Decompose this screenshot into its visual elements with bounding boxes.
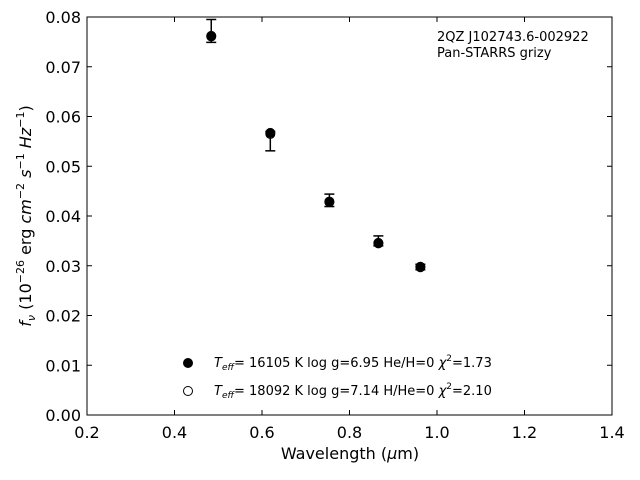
y-axis-label: fν (10−26 erg cm−2 s−1 Hz−1) bbox=[14, 105, 38, 326]
legend-entry-2: Teff= 18092 K log g=7.14 H/He=0 χ2=2.10 bbox=[214, 382, 492, 401]
x-tick-label: 0.8 bbox=[337, 423, 362, 442]
y-tick-label: 0.07 bbox=[45, 58, 81, 77]
data-point-filled bbox=[373, 237, 384, 248]
data-point-filled bbox=[415, 261, 426, 272]
x-tick-label: 1.2 bbox=[512, 423, 537, 442]
x-axis-label: Wavelength (μm) bbox=[281, 444, 419, 463]
legend-marker-open bbox=[183, 386, 193, 396]
legend: Teff= 16105 K log g=6.95 He/H=0 χ2=1.73 … bbox=[183, 354, 492, 401]
x-tick-label: 0.4 bbox=[162, 423, 187, 442]
y-tick-label: 0.08 bbox=[45, 8, 81, 27]
x-tick-label: 1.4 bbox=[599, 423, 624, 442]
data-point-filled bbox=[265, 127, 276, 138]
y-tick-label: 0.02 bbox=[45, 307, 81, 326]
y-tick-label: 0.03 bbox=[45, 257, 81, 276]
y-tick-label: 0.01 bbox=[45, 356, 81, 375]
y-tick-label: 0.05 bbox=[45, 157, 81, 176]
x-tick-label: 0.6 bbox=[249, 423, 274, 442]
legend-entry-1: Teff= 16105 K log g=6.95 He/H=0 χ2=1.73 bbox=[214, 354, 492, 373]
data-point-filled bbox=[324, 197, 335, 208]
data-point-filled bbox=[206, 31, 217, 42]
y-tick-label: 0.00 bbox=[45, 406, 81, 425]
y-tick-label: 0.06 bbox=[45, 108, 81, 127]
x-tick-label: 0.2 bbox=[74, 423, 99, 442]
x-tick-label: 1.0 bbox=[424, 423, 449, 442]
legend-marker-filled bbox=[183, 358, 193, 368]
y-tick-label: 0.04 bbox=[45, 207, 81, 226]
annotation-line-2: Pan-STARRS grizy bbox=[437, 46, 552, 61]
annotation-line-1: 2QZ J102743.6-002922 bbox=[437, 30, 589, 45]
